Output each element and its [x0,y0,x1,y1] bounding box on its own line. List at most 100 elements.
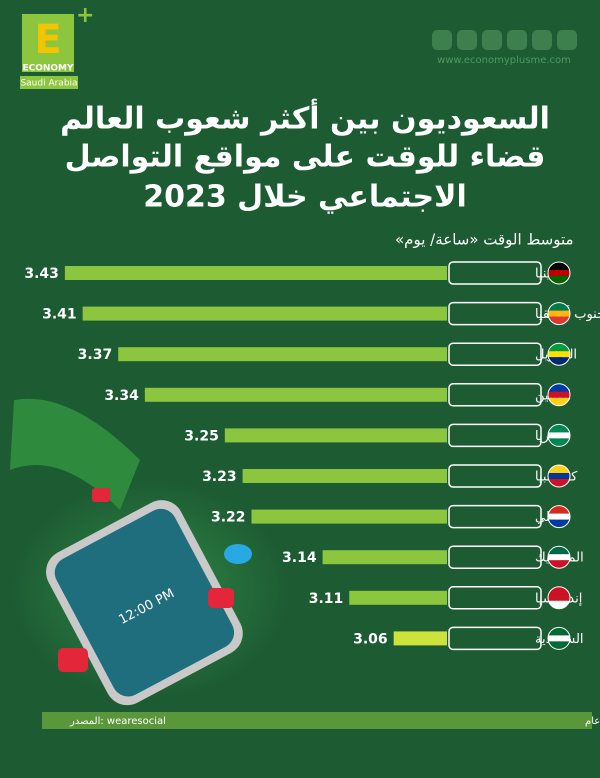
value-label: 3.23 [202,469,237,485]
flag-ring [547,545,571,569]
icon-heart [208,588,234,608]
icon [557,30,577,50]
logo: E + ECONOMY Saudi Arabia [20,3,94,89]
icon [482,30,502,50]
flag-band [548,505,570,514]
label-box [448,383,542,407]
flag-band [548,546,570,555]
footer-note: البيانات عن الأشخاص الذين تتراوح أعمارهم… [585,714,600,727]
flag-ring [547,586,571,610]
logo-name: ECONOMY [22,64,74,74]
flag-band [548,627,570,636]
flag-band [548,302,570,311]
flag-band [548,351,570,358]
flag-band [548,465,570,473]
flag [547,342,571,366]
flag [547,383,571,407]
subtitle: متوسط الوقت «ساعة/ يوم» [395,231,574,249]
label-box [448,504,542,529]
icon [507,30,527,50]
label-box [448,423,542,448]
flag [547,626,571,650]
flag-band [548,391,570,398]
logo-plus: + [76,3,94,28]
logo-region: Saudi Arabia [20,79,77,89]
flag-band [548,554,570,561]
flag [10,398,140,510]
flag-ring [547,626,571,650]
label-box [448,464,542,488]
label-box [448,545,542,569]
logo-box [22,14,74,72]
flag-band [548,586,570,595]
bar [322,550,447,565]
flag-band [548,276,570,284]
flag-band [548,641,570,650]
label-box [448,261,542,285]
flag-band [548,262,570,270]
bar [64,266,448,280]
flag-band [548,635,570,642]
value-label: 3.25 [184,428,219,444]
bar [224,428,447,443]
flag-band [548,310,570,317]
value-label: 3.41 [42,307,77,323]
website: www.economyplusme.com [437,55,571,66]
bar [118,347,448,362]
flag [547,302,571,326]
social-icons [432,30,577,50]
icon-video [58,648,88,672]
icon-heart [92,488,110,502]
value-label: 3.11 [309,591,344,607]
flag-band [548,343,570,352]
flag-band [548,316,570,325]
flag-band [548,438,570,447]
flag-band [548,594,570,601]
flag-band [548,560,570,569]
logo-strip [20,76,78,89]
value-label: 3.43 [24,266,59,282]
flag-ring [547,505,571,529]
flag-band [548,432,570,439]
footer-source: المصدر: wearesocial [69,716,166,727]
label-box [448,586,542,610]
flag-band [548,513,570,520]
title-line: قضاء للوقت على مواقع التواصل [65,140,546,175]
label-box [448,626,542,651]
flag-ring [547,261,571,285]
bar [393,631,447,646]
value-label: 3.37 [78,347,113,363]
value-label: 3.14 [282,550,317,566]
flag-band [548,357,570,366]
flag-band [548,479,570,487]
flag [547,505,571,529]
flag [547,261,571,285]
value-label: 3.34 [104,388,139,404]
icon [532,30,552,50]
value-label: 3.06 [353,631,388,647]
bar [242,469,447,483]
title-line: الاجتماعي خلال 2023 [143,180,467,215]
logo-letter: E [34,17,61,63]
value-label: 3.22 [211,510,246,526]
icon-twitter [224,544,252,564]
bar [349,590,447,605]
label-box [448,342,542,366]
flag [547,423,571,447]
flag-band [548,383,570,392]
title-line: السعوديون بين أكثر شعوب العالم [60,99,550,137]
flag-ring [547,464,571,488]
label-box [448,301,542,326]
flag-ring [547,302,571,326]
flag-ring [547,383,571,407]
icon [432,30,452,50]
bar [82,306,447,321]
bar [144,387,447,402]
flag-band [548,473,570,479]
flag-band [548,424,570,433]
flag [547,586,571,610]
icon [457,30,477,50]
flag-ring [547,423,571,447]
flag-ring [547,342,571,366]
